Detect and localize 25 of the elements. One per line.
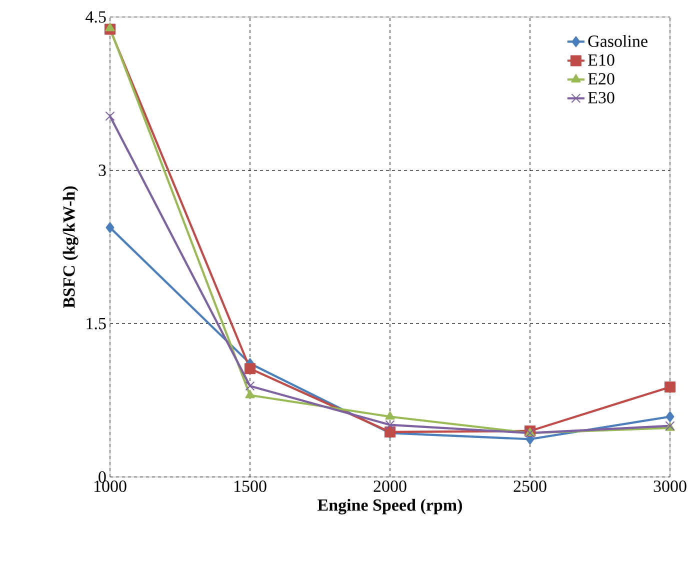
point <box>666 411 674 422</box>
y-axis-title: BSFC (kg/kW-h) <box>62 186 78 308</box>
point <box>385 411 395 420</box>
y-tick-label: 3 <box>98 164 106 176</box>
x-axis-title: Engine Speed (rpm) <box>318 498 462 514</box>
x-tick-label: 1500 <box>234 480 266 492</box>
legend-label: E10 <box>588 54 614 66</box>
x-tick-label: 1000 <box>94 480 126 492</box>
y-tick-label: 0 <box>98 471 106 483</box>
point <box>105 111 115 121</box>
point <box>245 390 255 398</box>
legend-label: Gasoline <box>588 34 648 47</box>
legend-label: E30 <box>588 92 614 104</box>
y-tick-label: 4.5 <box>86 11 106 23</box>
point <box>105 22 115 32</box>
x-tick-label: 3000 <box>654 480 686 492</box>
legend-label: E20 <box>588 73 614 85</box>
point <box>244 363 256 374</box>
x-tick-label: 2500 <box>514 480 546 492</box>
y-tick-label: 1.5 <box>86 318 106 330</box>
point <box>106 222 114 234</box>
point <box>664 382 676 393</box>
point <box>245 381 255 391</box>
x-tick-label: 2000 <box>374 480 406 492</box>
point <box>385 420 395 430</box>
